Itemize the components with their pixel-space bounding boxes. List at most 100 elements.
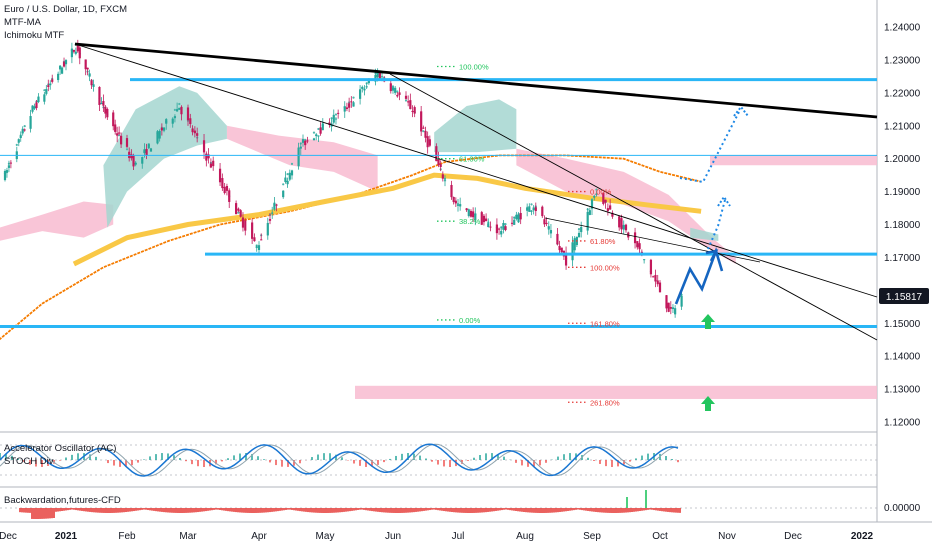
candle-body — [577, 232, 581, 238]
candle-body — [160, 127, 163, 131]
candle-body — [304, 140, 307, 146]
candle-body — [332, 114, 335, 123]
candle-body — [57, 73, 60, 81]
candle-body — [70, 48, 74, 58]
candle-body — [209, 163, 213, 168]
candle-body — [398, 92, 401, 95]
projection-zigzag — [674, 246, 724, 305]
candle-body — [500, 230, 503, 235]
candle-body — [484, 218, 488, 222]
candle-body — [482, 215, 486, 223]
candle-body — [411, 110, 414, 112]
candle-body — [218, 168, 222, 183]
x-tick-label: Aug — [516, 531, 534, 542]
candle-body — [407, 101, 410, 103]
kijun-dot — [237, 211, 240, 214]
candle-body — [618, 216, 621, 228]
kijun-dot — [290, 162, 294, 165]
candle-body — [143, 149, 146, 154]
candle-body — [652, 276, 655, 278]
candle-body — [288, 172, 291, 180]
candle-body — [495, 224, 499, 234]
x-tick-label: Apr — [251, 531, 267, 542]
candle-body — [234, 203, 238, 215]
candle-body — [98, 86, 101, 105]
candle-body — [363, 88, 366, 91]
ma-fast-line — [0, 154, 702, 341]
kijun-dot — [118, 134, 121, 137]
candle-body — [334, 118, 338, 120]
time-axis[interactable]: Dec 2021 Feb Mar Apr May Jun Jul Aug Sep Oct Nov Dec… — [0, 531, 874, 542]
candle-body — [88, 73, 91, 77]
y-tick-label: 1.18000 — [884, 220, 921, 231]
candle-body — [497, 228, 501, 230]
candle-body — [609, 205, 612, 210]
candle-body — [176, 109, 179, 112]
horizontal-levels[interactable] — [0, 78, 877, 329]
fib-label: 0.00% — [590, 188, 612, 197]
candle-body — [223, 186, 226, 194]
x-tick-label: Jul — [452, 531, 465, 542]
x-tick-label: Oct — [652, 531, 668, 542]
resistance-zone — [355, 385, 877, 399]
candle-body — [180, 106, 183, 115]
candle-body — [51, 79, 54, 82]
resistance-zones — [355, 155, 877, 399]
resistance-zone — [710, 155, 877, 166]
fib-label: 61.80% — [590, 237, 616, 246]
candle-body — [90, 80, 93, 86]
candle-body — [665, 295, 668, 309]
candle-body — [343, 106, 346, 112]
candle-body — [186, 107, 190, 121]
candle-body — [345, 107, 349, 109]
price-axis[interactable]: 1.24000 1.23000 1.22000 1.21000 1.20000 1.190… — [884, 23, 921, 515]
main-pane[interactable] — [0, 0, 877, 432]
candle-body — [611, 212, 614, 217]
candle-body — [443, 180, 447, 182]
y-tick-label: 1.14000 — [884, 352, 921, 363]
candle-body — [21, 128, 24, 134]
up-arrow-icon — [701, 314, 715, 329]
candle-body — [519, 212, 522, 220]
candle-body — [350, 101, 353, 103]
kijun-dot — [530, 203, 533, 206]
candle-body — [202, 140, 206, 153]
candle-body — [173, 116, 177, 119]
candle-body — [33, 106, 36, 109]
backwardation-label: Backwardation,futures-CFD — [4, 495, 121, 506]
fib-label: 100.00% — [590, 263, 620, 272]
candle-body — [106, 109, 109, 118]
y-tick-label: 1.21000 — [884, 121, 921, 132]
candle-body — [9, 162, 13, 164]
candle-body — [64, 60, 68, 65]
candle-body — [62, 61, 66, 67]
candle-body — [459, 204, 462, 207]
trendlines[interactable] — [74, 42, 878, 341]
candle-body — [528, 206, 531, 212]
x-tick-label: Dec — [784, 531, 802, 542]
candle-body — [130, 154, 133, 159]
candle-body — [593, 195, 596, 198]
candle-body — [273, 202, 276, 210]
candle-body — [321, 123, 324, 131]
stoch-line — [0, 443, 679, 477]
kijun-dot — [15, 143, 18, 146]
candle-body — [545, 222, 548, 224]
candle-body — [680, 295, 683, 307]
candle-body — [257, 245, 261, 251]
candle-body — [158, 130, 161, 139]
candle-body — [558, 245, 561, 251]
osc-label-stoch: STOCH Div — [4, 456, 54, 467]
candle-body — [590, 199, 594, 209]
ichimoku-cloud — [690, 227, 719, 241]
candle-body — [543, 219, 546, 225]
kijun-dot — [577, 228, 581, 231]
candle-body — [671, 307, 675, 309]
candle-body — [422, 127, 425, 129]
candle-body — [35, 102, 38, 109]
candle-body — [437, 158, 440, 166]
candle-body — [189, 118, 192, 125]
x-tick-label: Nov — [718, 531, 736, 542]
candle-body — [667, 302, 670, 312]
